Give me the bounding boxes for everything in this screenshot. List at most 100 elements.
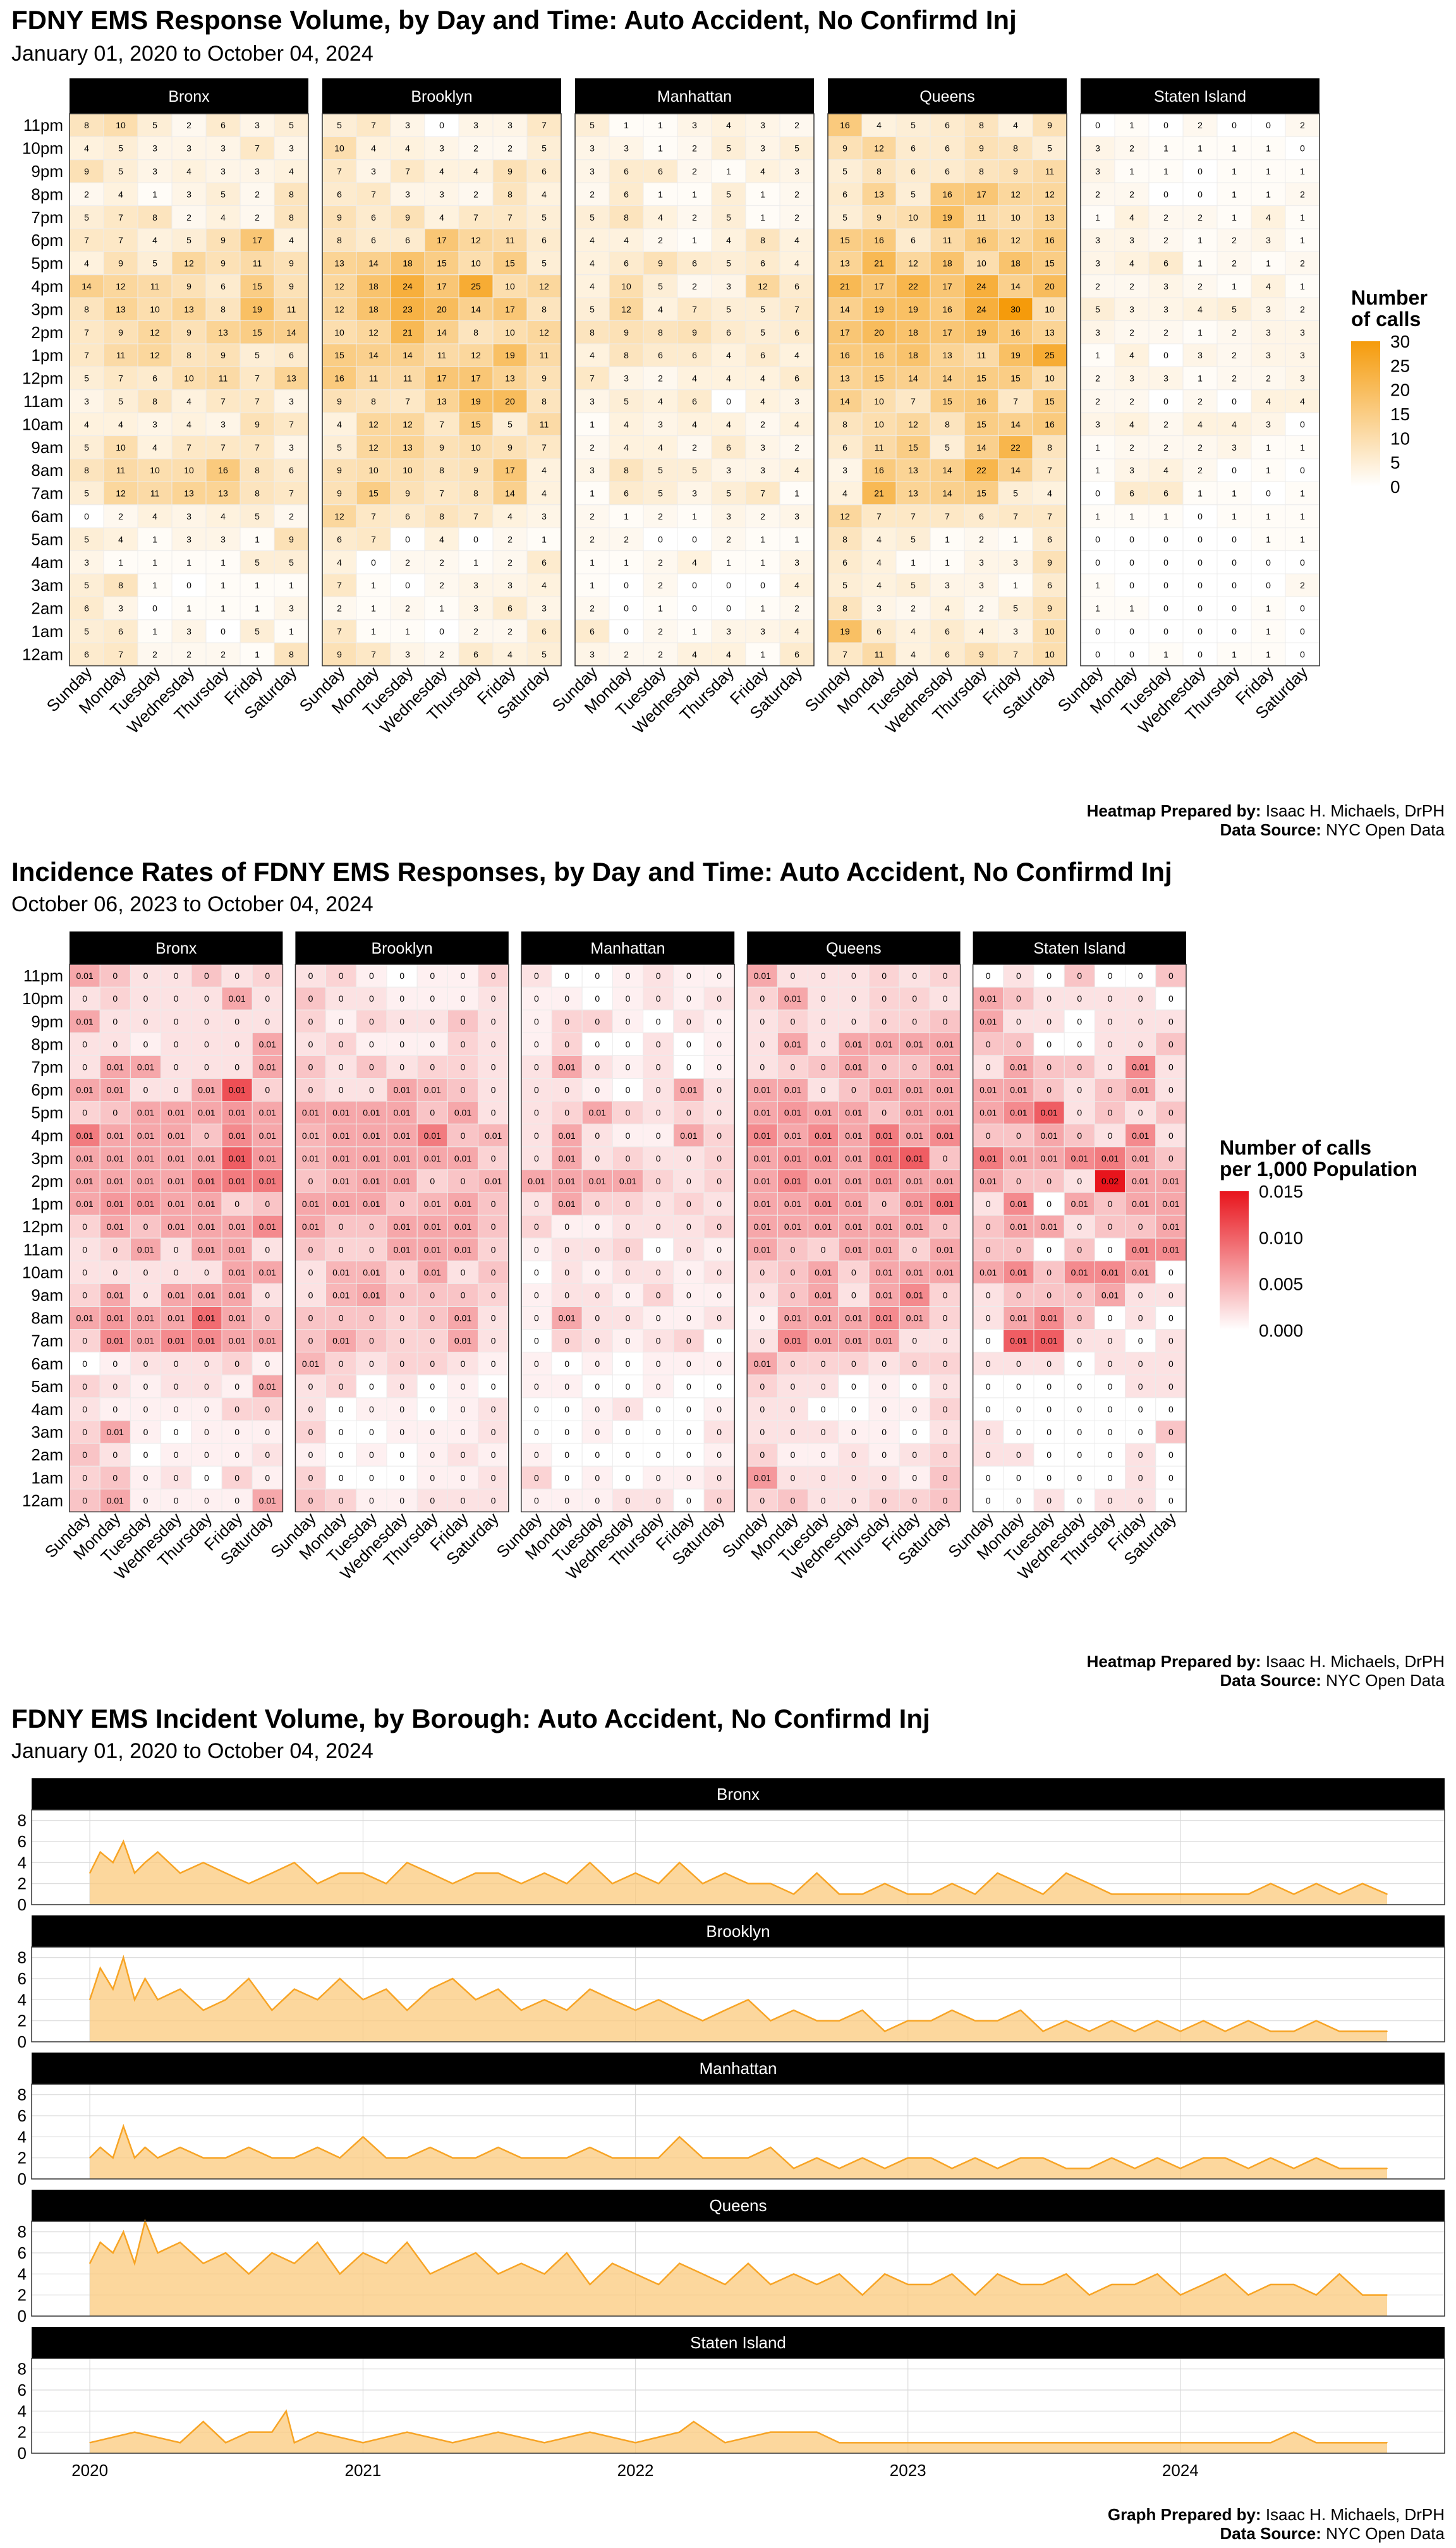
data-point <box>452 2157 453 2159</box>
heatmap-cell <box>356 251 391 276</box>
heatmap-cell <box>171 228 207 252</box>
data-point <box>1362 1883 1363 1884</box>
cell-label: 2 <box>118 511 123 521</box>
heatmap-cell <box>274 550 309 574</box>
cell-label: 5 <box>289 120 294 130</box>
y-tick-label: 6 <box>18 2381 27 2399</box>
cell-label: 5 <box>255 350 260 360</box>
data-point <box>930 1893 932 1895</box>
data-point <box>997 2168 998 2169</box>
heatmap-cell <box>103 320 138 344</box>
data-point <box>679 1862 681 1864</box>
heatmap-cell <box>240 182 275 207</box>
y-tick-label: 4 <box>18 2401 27 2420</box>
heatmap-cell <box>274 205 309 229</box>
y-tick-label: 1pm <box>31 346 63 365</box>
cell-label: 3 <box>221 534 226 544</box>
cell-label: 1 <box>289 626 294 636</box>
data-point <box>702 2157 703 2159</box>
cell-label: 3 <box>255 166 260 176</box>
y-tick-label: 8 <box>18 2360 27 2379</box>
y-tick-label: 2 <box>18 2011 27 2030</box>
data-point <box>179 1872 181 1874</box>
y-tick-label: 8 <box>18 1948 27 1967</box>
cell-label: 9 <box>221 258 226 269</box>
heatmap-cell <box>69 527 104 552</box>
data-point <box>1338 1893 1340 1895</box>
data-point <box>974 2157 976 2159</box>
data-point <box>99 1851 101 1853</box>
cell-label: 5 <box>542 212 547 222</box>
data-point <box>1316 1883 1317 1884</box>
heatmap-cell <box>205 343 241 367</box>
heatmap-cell <box>458 228 494 252</box>
data-point <box>406 2242 408 2243</box>
data-point <box>951 2442 953 2444</box>
data-point <box>1247 2020 1249 2022</box>
heatmap-cell <box>424 320 459 344</box>
y-tick-label: 4 <box>18 1853 27 1872</box>
data-point <box>724 1872 726 1874</box>
cell-label: 2 <box>84 189 89 199</box>
data-point <box>179 2147 181 2148</box>
heatmap-cell <box>137 504 173 528</box>
y-tick-label: 4 <box>18 2127 27 2146</box>
data-point <box>1042 2030 1044 2032</box>
cell-label: 8 <box>507 189 513 199</box>
data-point <box>112 1988 114 1990</box>
cell-label: 11 <box>287 304 296 314</box>
y-tick-label: 4am <box>31 553 63 572</box>
data-point <box>225 2442 226 2444</box>
data-point <box>658 1883 660 1884</box>
heatmap-cell <box>322 274 357 298</box>
heatmap-cell <box>205 435 241 459</box>
heatmap-cell <box>205 458 241 482</box>
heatmap-cell <box>274 596 309 621</box>
cell-label: 1 <box>255 604 260 614</box>
cell-label: 18 <box>368 304 379 314</box>
facet-strip <box>322 78 561 114</box>
cell-label: 9 <box>289 258 294 269</box>
heatmap-cell <box>274 366 309 391</box>
heatmap-cell <box>137 297 173 322</box>
heatmap-cell <box>103 481 138 506</box>
data-point <box>566 1883 567 1884</box>
cell-label: 9 <box>118 258 123 269</box>
cell-label: 5 <box>118 166 123 176</box>
data-point <box>134 1872 135 1874</box>
cell-label: 5 <box>542 143 547 154</box>
cell-label: 3 <box>186 143 191 154</box>
facet-manhattan: Manhattan 02 4 6 8 <box>18 2053 1445 2188</box>
heatmap-cell <box>274 458 309 482</box>
cell-label: 6 <box>337 189 342 199</box>
heatmap-cell <box>137 412 173 437</box>
cell-label: 7 <box>255 143 260 154</box>
data-point <box>452 1883 453 1884</box>
cell-label: 3 <box>439 189 444 199</box>
x-tick-label: 2020 <box>71 2461 108 2480</box>
data-point <box>1270 2157 1271 2159</box>
cell-label: 7 <box>84 350 89 360</box>
cell-label: 4 <box>186 419 191 429</box>
cell-label: 11 <box>219 373 228 384</box>
cell-label: 12 <box>471 235 481 245</box>
cell-label: 7 <box>289 419 294 429</box>
facet-frame <box>69 113 309 667</box>
data-point <box>179 2242 181 2243</box>
cell-label: 8 <box>289 212 294 222</box>
cell-label: 10 <box>505 327 515 337</box>
y-tick-label: 11am <box>23 392 63 411</box>
data-point <box>406 2010 408 2011</box>
heatmap-cell <box>171 297 207 322</box>
cell-label: 3 <box>255 120 260 130</box>
cell-label: 9 <box>289 281 294 291</box>
cell-label: 7 <box>221 442 226 452</box>
cell-label: 9 <box>255 419 260 429</box>
data-point <box>202 2421 204 2422</box>
cell-label: 7 <box>221 396 226 406</box>
heatmap-cell <box>424 159 459 183</box>
cell-label: 15 <box>437 258 447 269</box>
data-point <box>475 1999 476 2001</box>
cell-label: 9 <box>221 235 226 245</box>
data-point <box>317 2242 318 2243</box>
